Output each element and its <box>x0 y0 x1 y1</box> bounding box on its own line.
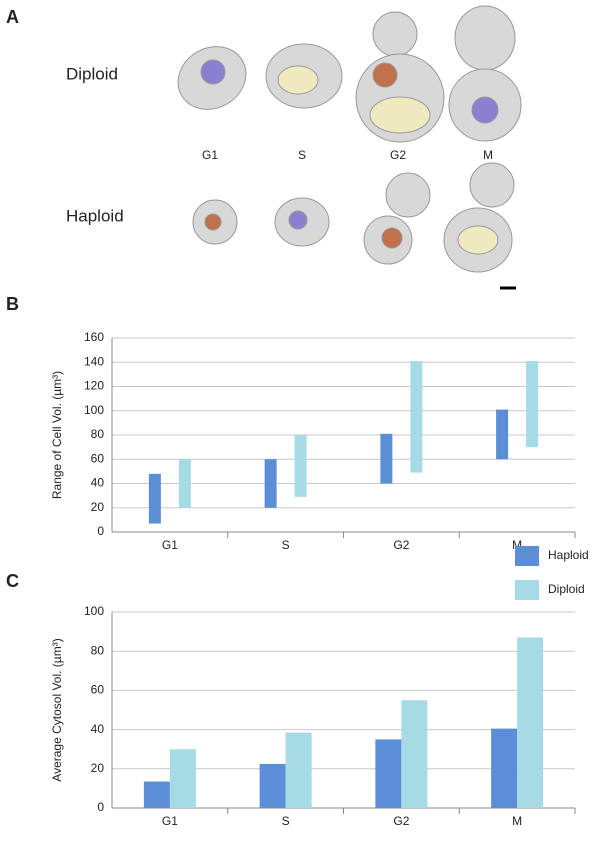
y-tick-label: 20 <box>91 761 105 775</box>
column-label: G2 <box>390 148 406 162</box>
legend-label: Diploid <box>548 582 585 596</box>
bar <box>169 749 196 808</box>
range-bar <box>526 361 539 448</box>
column-label: M <box>483 148 493 162</box>
x-tick-label: S <box>282 538 290 552</box>
y-tick-label: 60 <box>91 683 105 697</box>
y-tick-label: 60 <box>91 451 105 465</box>
bar <box>285 732 312 808</box>
bar <box>143 781 170 808</box>
panel-label: C <box>6 571 19 591</box>
range-bar <box>410 361 423 473</box>
range-bar <box>178 459 191 508</box>
x-tick-label: S <box>282 814 290 828</box>
bar <box>517 637 544 808</box>
y-axis-label: Average Cytosol Vol. (µm³) <box>50 638 64 781</box>
y-tick-label: 100 <box>84 604 104 618</box>
y-tick-label: 80 <box>91 427 105 441</box>
y-tick-label: 20 <box>91 500 105 514</box>
bar <box>259 763 286 808</box>
bar <box>401 700 428 808</box>
y-tick-label: 40 <box>91 476 105 490</box>
panel-label: A <box>6 7 19 27</box>
row-label: Diploid <box>66 64 118 83</box>
y-tick-label: 120 <box>84 379 104 393</box>
y-tick-label: 40 <box>91 722 105 736</box>
bar <box>375 739 402 808</box>
y-tick-label: 160 <box>84 330 104 344</box>
legend-swatch <box>515 580 539 600</box>
range-bar <box>496 409 509 460</box>
range-bar <box>294 435 307 497</box>
x-tick-label: M <box>512 814 522 828</box>
row-label: Haploid <box>66 206 124 225</box>
y-tick-label: 80 <box>91 643 105 657</box>
y-tick-label: 140 <box>84 354 104 368</box>
bar <box>491 728 518 808</box>
x-tick-label: M <box>512 538 522 552</box>
x-tick-label: G1 <box>162 538 178 552</box>
x-tick-label: G2 <box>393 814 409 828</box>
column-label: G1 <box>202 148 218 162</box>
legend-swatch <box>515 546 539 566</box>
y-tick-label: 0 <box>97 524 104 538</box>
range-bar <box>148 473 161 524</box>
y-axis-label: Range of Cell Vol. (µm³) <box>50 371 64 499</box>
range-bar <box>264 459 277 508</box>
panel-label: B <box>6 294 19 314</box>
cell-renders <box>177 5 522 290</box>
y-tick-label: 0 <box>97 800 104 814</box>
legend-label: Haploid <box>548 548 589 562</box>
column-label: S <box>298 148 306 162</box>
x-tick-label: G2 <box>393 538 409 552</box>
x-tick-label: G1 <box>162 814 178 828</box>
y-tick-label: 100 <box>84 403 104 417</box>
range-bar <box>380 433 393 484</box>
